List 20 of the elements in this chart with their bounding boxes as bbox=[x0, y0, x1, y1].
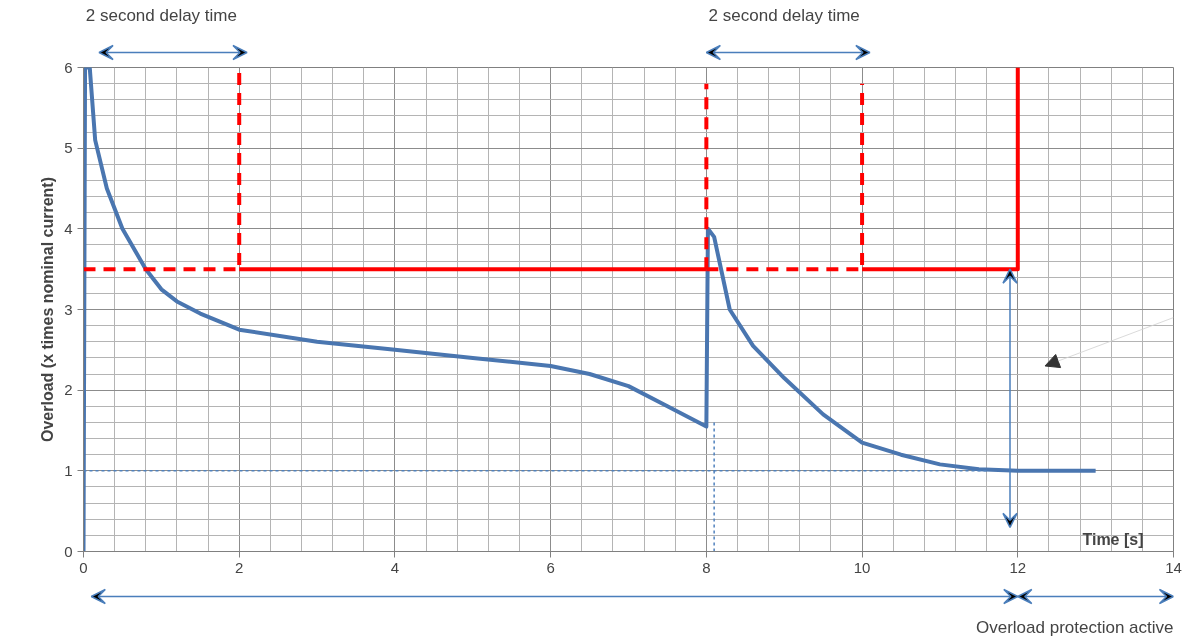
y-tick-label: 0 bbox=[64, 542, 73, 560]
x-tick-label: 8 bbox=[702, 558, 711, 576]
y-tick-label: 2 bbox=[64, 381, 73, 399]
y-axis-title: Overload (x times nominal current) bbox=[39, 177, 57, 442]
x-tick-label: 10 bbox=[853, 558, 871, 576]
y-tick-label: 4 bbox=[64, 219, 73, 237]
y-tick-label: 6 bbox=[64, 58, 73, 76]
y-tick-label: 1 bbox=[64, 461, 73, 479]
text: 2 second delay time bbox=[708, 5, 860, 25]
x-tick-label: 0 bbox=[79, 558, 88, 576]
x-axis-title: Time [s] bbox=[1082, 530, 1144, 548]
text: 2 second delay time bbox=[85, 5, 237, 25]
y-tick-label: 5 bbox=[64, 139, 73, 157]
x-tick-label: 4 bbox=[390, 558, 400, 576]
x-tick-label: 14 bbox=[1165, 558, 1182, 576]
x-tick-label: 12 bbox=[1009, 558, 1027, 576]
text: Overload protection active bbox=[976, 617, 1174, 637]
y-tick-label: 3 bbox=[64, 300, 73, 318]
x-tick-label: 2 bbox=[235, 558, 244, 576]
x-tick-label: 6 bbox=[546, 558, 555, 576]
